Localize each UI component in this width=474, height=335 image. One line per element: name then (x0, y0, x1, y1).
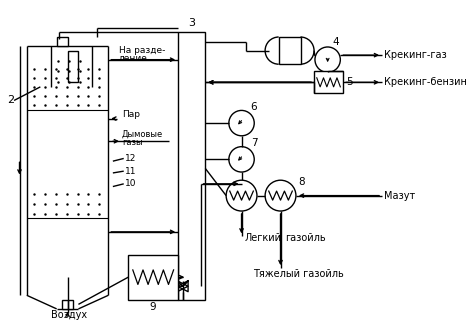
Text: Тяжелый газойль: Тяжелый газойль (253, 269, 344, 279)
Text: Легкий: Легкий (244, 233, 281, 243)
Text: газойль: газойль (285, 233, 326, 243)
Text: 11: 11 (125, 166, 136, 176)
Text: Крекинг-бензин: Крекинг-бензин (384, 77, 467, 87)
Text: 2: 2 (7, 95, 14, 106)
Text: 8: 8 (299, 177, 305, 187)
Text: 10: 10 (125, 179, 136, 188)
Bar (62, 300, 73, 309)
Text: Дымовые: Дымовые (122, 130, 163, 138)
Bar (314, 71, 343, 93)
Text: 7: 7 (251, 138, 257, 148)
Text: 12: 12 (125, 154, 136, 163)
Circle shape (315, 47, 340, 72)
Bar (128, 255, 178, 300)
Text: газы: газы (122, 138, 143, 147)
Bar (178, 32, 205, 300)
Text: Пар: Пар (122, 110, 140, 119)
Text: Крекинг-газ: Крекинг-газ (384, 50, 447, 60)
Circle shape (226, 180, 257, 211)
Circle shape (229, 147, 254, 172)
Text: 5: 5 (346, 77, 352, 87)
Bar (68, 51, 78, 82)
Text: Мазут: Мазут (384, 191, 415, 201)
Text: 3: 3 (188, 18, 195, 28)
Text: На разде-: На разде- (119, 46, 165, 55)
Circle shape (265, 180, 296, 211)
Text: Воздух: Воздух (51, 310, 87, 320)
Bar (279, 37, 301, 64)
Text: 6: 6 (251, 102, 257, 112)
Bar (57, 37, 68, 46)
Circle shape (229, 111, 254, 136)
Text: ление: ление (119, 54, 148, 63)
Text: 9: 9 (149, 302, 156, 312)
Text: 4: 4 (332, 37, 339, 47)
